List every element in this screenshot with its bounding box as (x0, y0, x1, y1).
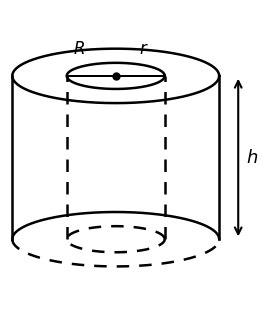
Text: h: h (246, 149, 257, 167)
Text: R: R (73, 40, 85, 58)
Text: r: r (139, 40, 146, 58)
